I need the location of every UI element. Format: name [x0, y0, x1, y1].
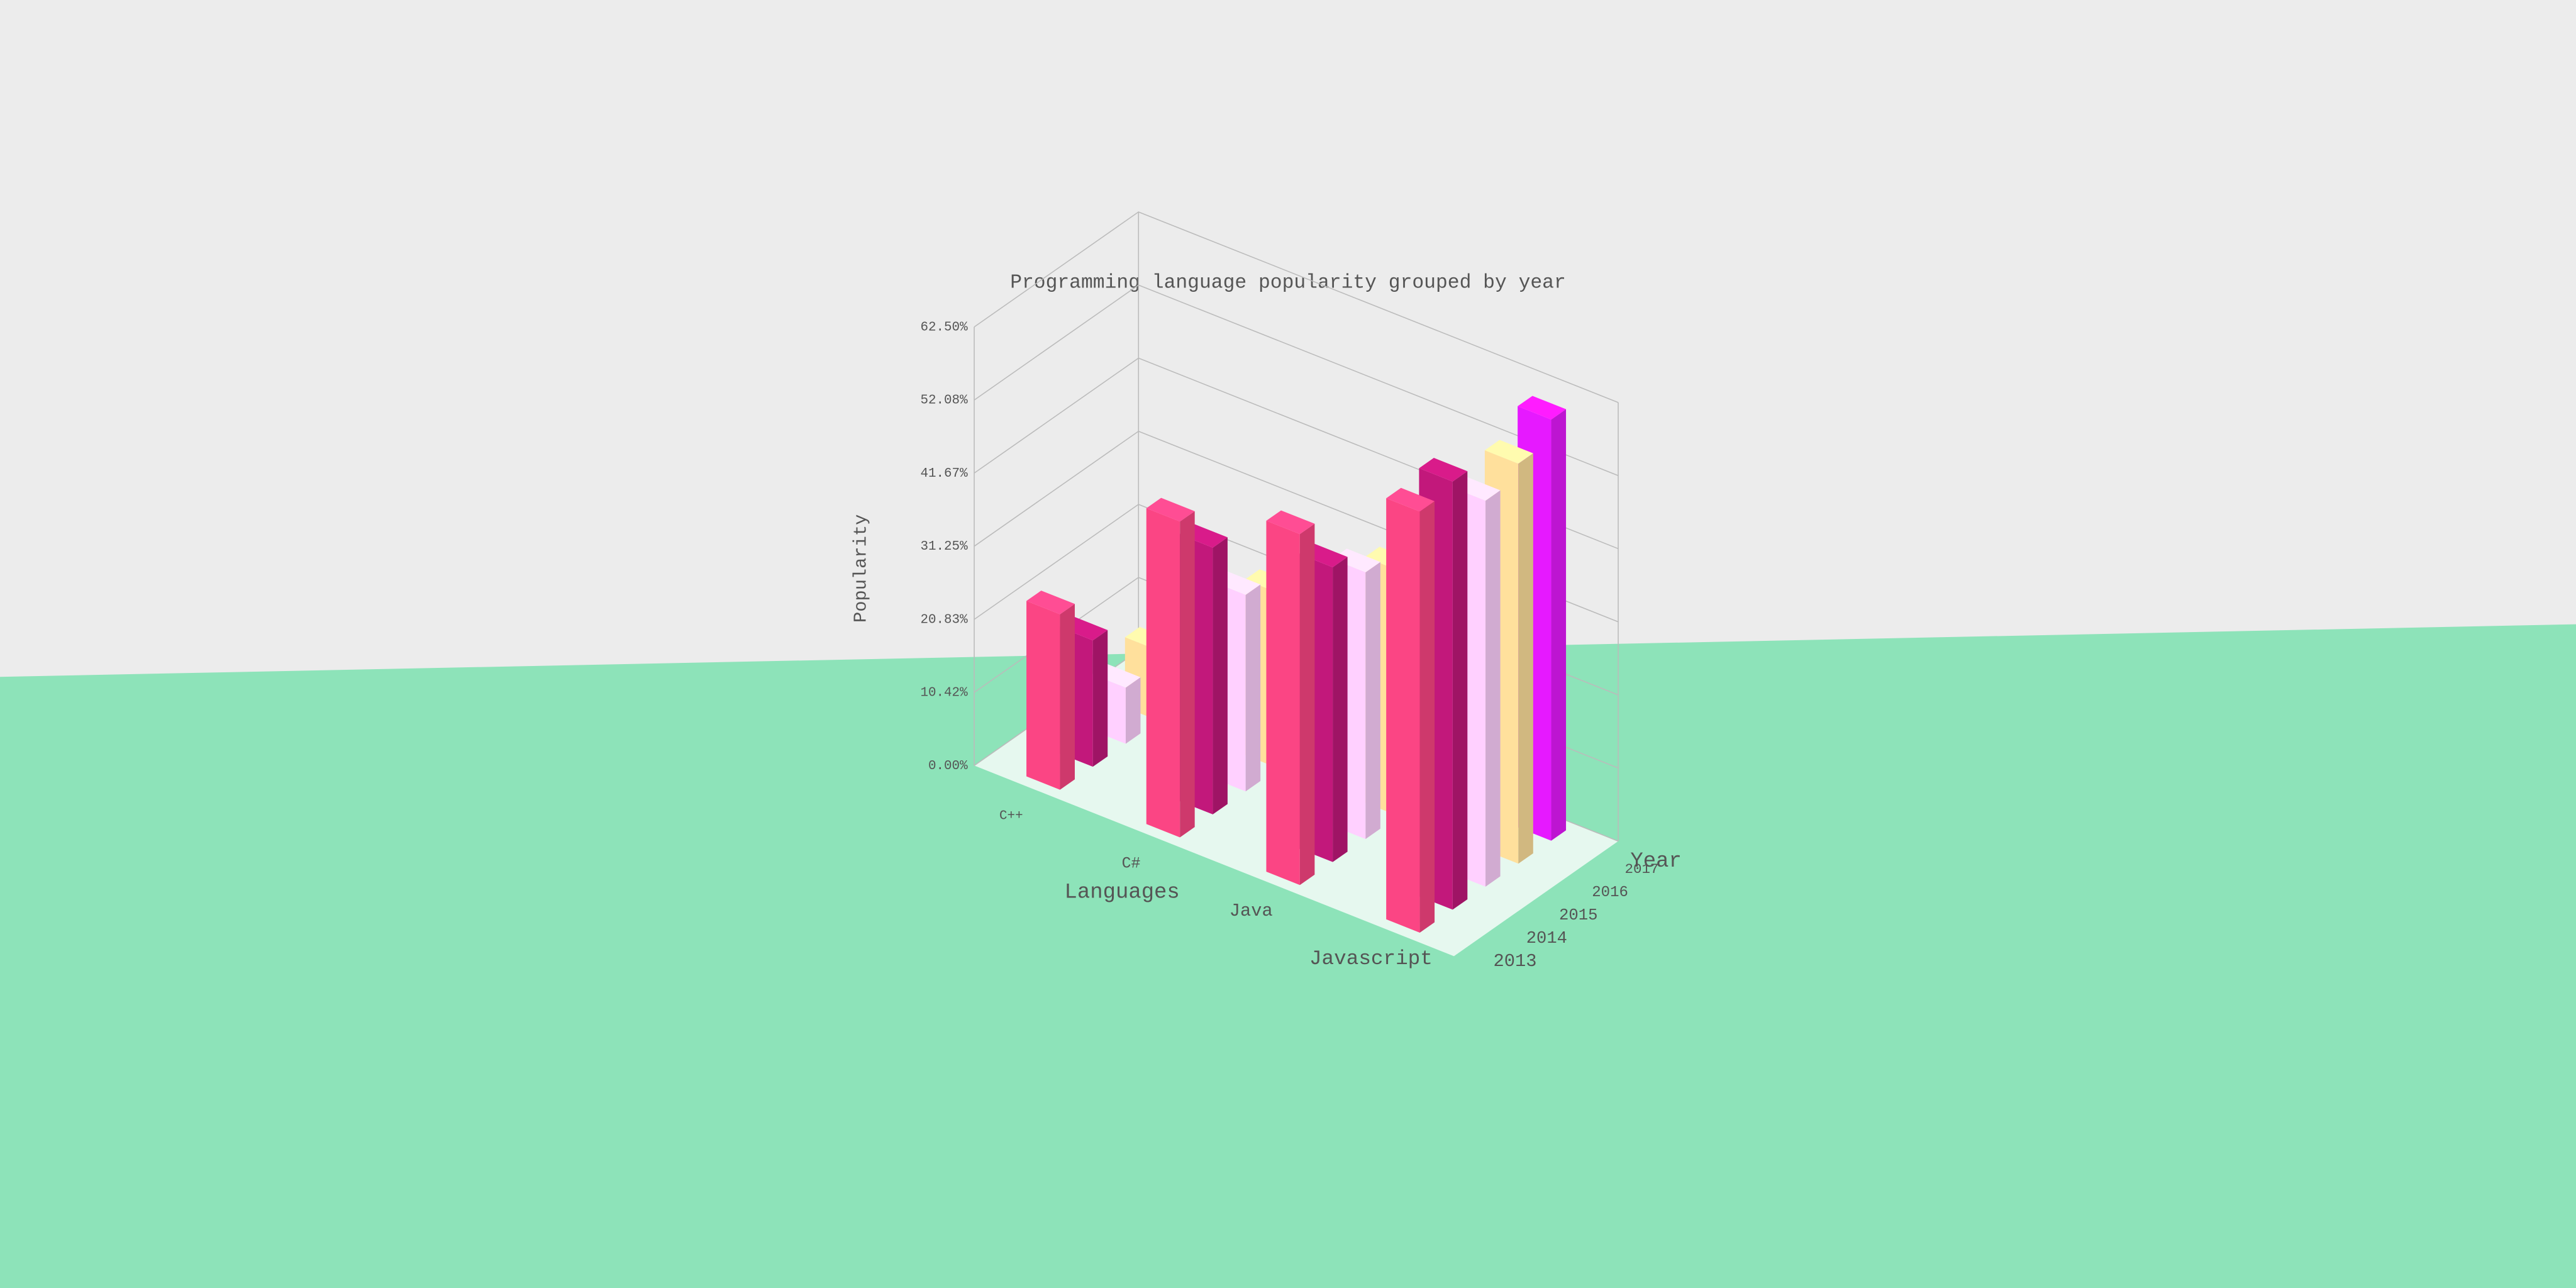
- bar-top: [1266, 510, 1315, 535]
- y-tick-label: 41.67%: [920, 467, 968, 481]
- bar-side: [1213, 537, 1228, 814]
- y-tick-label: 31.25%: [920, 540, 968, 554]
- z-tick-label: 2014: [1526, 929, 1567, 948]
- bar-side: [1333, 557, 1348, 862]
- bar-top: [1331, 548, 1380, 573]
- bar-side: [1551, 409, 1567, 841]
- z-tick-label: 2016: [1592, 884, 1628, 901]
- bar-side: [1485, 490, 1501, 887]
- z-tick-label: 2015: [1559, 906, 1597, 924]
- bar-front: [1026, 601, 1060, 790]
- bar-top: [1026, 591, 1075, 614]
- bar-side: [1518, 453, 1533, 864]
- x-tick-label: C#: [1122, 855, 1141, 872]
- z-tick-label: 2013: [1494, 951, 1537, 972]
- bar-side: [1299, 523, 1315, 886]
- bar-side: [1060, 604, 1075, 790]
- x-tick-label: Java: [1230, 901, 1273, 921]
- bar-top: [1419, 458, 1468, 482]
- z-tick-label: 2017: [1625, 861, 1659, 877]
- bar-side: [1365, 562, 1380, 840]
- bar-front: [1266, 521, 1300, 886]
- bar-side: [1125, 677, 1141, 744]
- x-tick-label: C++: [999, 809, 1023, 823]
- chart-title: Programming language popularity grouped …: [1010, 272, 1566, 294]
- y-tick-label: 0.00%: [928, 759, 968, 774]
- bar-side: [1452, 471, 1468, 910]
- ground: [0, 624, 2576, 1288]
- y-tick-label: 62.50%: [920, 320, 968, 335]
- bar-front: [1146, 508, 1180, 838]
- y-tick-label: 20.83%: [920, 613, 968, 627]
- bar-side: [1180, 511, 1195, 838]
- x-axis-label: Languages: [1065, 880, 1180, 904]
- bar-front: [1386, 498, 1420, 933]
- bar-side: [1092, 630, 1108, 767]
- bar-top: [1518, 396, 1567, 420]
- bar-top: [1484, 440, 1533, 464]
- bar-top: [1386, 487, 1435, 512]
- y-axis-label: Popularity: [850, 514, 871, 623]
- z-axis-label: Year: [1630, 850, 1681, 874]
- y-tick-label: 52.08%: [920, 394, 968, 408]
- bar-side: [1245, 584, 1261, 792]
- bar-side: [1419, 501, 1435, 933]
- x-tick-label: Javascript: [1309, 947, 1433, 970]
- bar-top: [1146, 497, 1195, 522]
- y-tick-label: 10.42%: [920, 686, 968, 701]
